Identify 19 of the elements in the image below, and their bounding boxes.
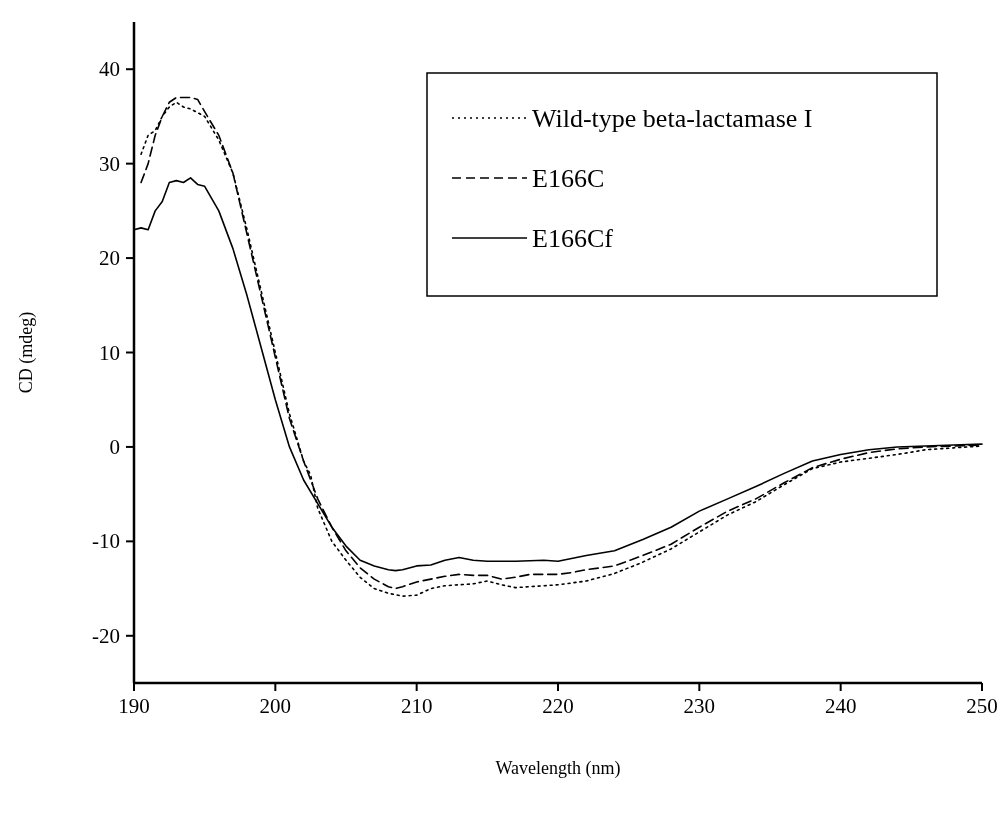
y-axis-title: CD (mdeg) [16, 311, 37, 394]
x-tick-label: 250 [966, 694, 998, 718]
y-tick-label: 30 [99, 151, 120, 176]
x-tick-label: 220 [542, 694, 574, 718]
y-tick-label: -20 [92, 623, 120, 648]
x-tick-label: 190 [118, 694, 150, 718]
y-tick-label: -10 [92, 529, 120, 554]
x-tick-label: 230 [683, 694, 716, 718]
y-tick-label: 40 [99, 57, 120, 82]
legend-label: Wild-type beta-lactamase I [532, 104, 813, 133]
x-tick-label: 210 [400, 694, 433, 718]
x-tick-label: 200 [259, 694, 292, 718]
y-tick-label: 10 [99, 340, 120, 365]
legend-label: E166Cf [532, 224, 614, 253]
x-axis-title: Wavelength (nm) [495, 758, 621, 779]
y-tick-label: 20 [99, 246, 120, 271]
x-tick-label: 240 [824, 694, 857, 718]
y-tick-label: 0 [109, 434, 120, 459]
legend-label: E166C [532, 164, 605, 193]
